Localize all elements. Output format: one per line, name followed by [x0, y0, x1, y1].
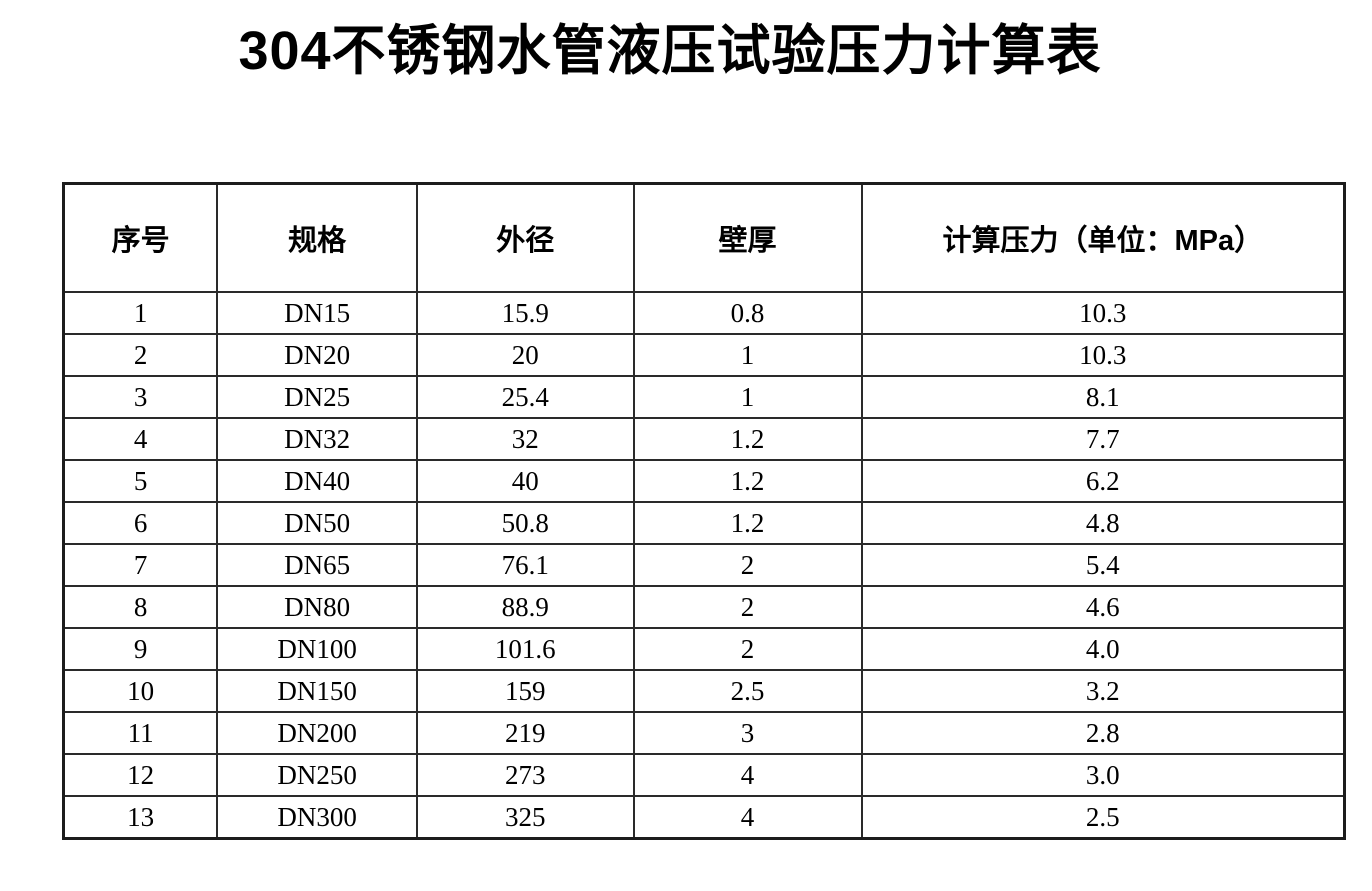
- table-cell: DN50: [216, 501, 419, 545]
- table-cell: DN65: [216, 543, 419, 587]
- table-cell: DN80: [216, 585, 419, 629]
- table-row: 7 DN65 76.1 2 5.4: [62, 543, 1346, 587]
- table-cell: 4: [632, 795, 863, 840]
- table-row: 10 DN150 159 2.5 3.2: [62, 669, 1346, 713]
- table-row: 1 DN15 15.9 0.8 10.3: [62, 291, 1346, 335]
- table-cell: 0.8: [632, 291, 863, 335]
- table-cell: 3: [62, 375, 219, 419]
- table-cell: 7.7: [860, 417, 1346, 461]
- table-cell: 1: [62, 291, 219, 335]
- table-cell: 9: [62, 627, 219, 671]
- table-cell: 3.2: [860, 669, 1346, 713]
- table-cell: 6: [62, 501, 219, 545]
- table-cell: 5: [62, 459, 219, 503]
- table-cell: 25.4: [416, 375, 635, 419]
- table-cell: DN300: [216, 795, 419, 840]
- table-cell: DN20: [216, 333, 419, 377]
- table-cell: DN25: [216, 375, 419, 419]
- table-row: 3 DN25 25.4 1 8.1: [62, 375, 1346, 419]
- table-cell: 2: [632, 627, 863, 671]
- table-cell: 1: [632, 333, 863, 377]
- table-cell: 50.8: [416, 501, 635, 545]
- table-cell: 273: [416, 753, 635, 797]
- column-header-index: 序号: [62, 182, 219, 293]
- pressure-calculation-table: 序号 规格 外径 壁厚 计算压力（单位：MPa） 1 DN15 15.9 0.8 10.…: [62, 182, 1346, 840]
- table-cell: 10.3: [860, 291, 1346, 335]
- table-row: 13 DN300 325 4 2.5: [62, 795, 1346, 840]
- table-cell: DN250: [216, 753, 419, 797]
- table-cell: 32: [416, 417, 635, 461]
- table-row: 2 DN20 20 1 10.3: [62, 333, 1346, 377]
- table-cell: DN32: [216, 417, 419, 461]
- table-cell: 159: [416, 669, 635, 713]
- table-cell: 2: [632, 543, 863, 587]
- table-row: 5 DN40 40 1.2 6.2: [62, 459, 1346, 503]
- table-cell: 8.1: [860, 375, 1346, 419]
- table-cell: 8: [62, 585, 219, 629]
- table-cell: 10.3: [860, 333, 1346, 377]
- column-header-calculated-pressure: 计算压力（单位：MPa）: [860, 182, 1346, 293]
- table-row: 4 DN32 32 1.2 7.7: [62, 417, 1346, 461]
- table-cell: 12: [62, 753, 219, 797]
- table-cell: 2: [62, 333, 219, 377]
- table-body: 1 DN15 15.9 0.8 10.3 2 DN20 20 1 10.3 3 DN25 25.4 1 8.…: [62, 291, 1346, 840]
- table-cell: 7: [62, 543, 219, 587]
- table-cell: 76.1: [416, 543, 635, 587]
- table-cell: DN100: [216, 627, 419, 671]
- table-cell: 1.2: [632, 417, 863, 461]
- table-cell: 15.9: [416, 291, 635, 335]
- table-cell: 4.8: [860, 501, 1346, 545]
- table-cell: 219: [416, 711, 635, 755]
- table-cell: 1: [632, 375, 863, 419]
- table-cell: 11: [62, 711, 219, 755]
- table-cell: 2.5: [632, 669, 863, 713]
- table-cell: 2.5: [860, 795, 1346, 840]
- table-row: 8 DN80 88.9 2 4.6: [62, 585, 1346, 629]
- table-cell: 88.9: [416, 585, 635, 629]
- table-cell: 40: [416, 459, 635, 503]
- table-cell: 2: [632, 585, 863, 629]
- table-cell: 1.2: [632, 501, 863, 545]
- table-header: 序号 规格 外径 壁厚 计算压力（单位：MPa）: [62, 182, 1346, 293]
- table-cell: 4: [62, 417, 219, 461]
- table-cell: 4.0: [860, 627, 1346, 671]
- table-cell: 6.2: [860, 459, 1346, 503]
- column-header-outer-diameter: 外径: [416, 182, 635, 293]
- table-cell: DN200: [216, 711, 419, 755]
- table-cell: 13: [62, 795, 219, 840]
- table-cell: 5.4: [860, 543, 1346, 587]
- table-cell: 4.6: [860, 585, 1346, 629]
- table-cell: 4: [632, 753, 863, 797]
- table-cell: 10: [62, 669, 219, 713]
- table-row: 12 DN250 273 4 3.0: [62, 753, 1346, 797]
- table-header-row: 序号 规格 外径 壁厚 计算压力（单位：MPa）: [62, 182, 1346, 293]
- table-cell: 20: [416, 333, 635, 377]
- table-cell: 1.2: [632, 459, 863, 503]
- table-cell: 101.6: [416, 627, 635, 671]
- table-cell: 3: [632, 711, 863, 755]
- column-header-spec: 规格: [216, 182, 419, 293]
- table-cell: 3.0: [860, 753, 1346, 797]
- table-cell: 325: [416, 795, 635, 840]
- table-cell: DN40: [216, 459, 419, 503]
- column-header-wall-thickness: 壁厚: [632, 182, 863, 293]
- page-title: 304不锈钢水管液压试验压力计算表: [238, 21, 1102, 81]
- table-row: 11 DN200 219 3 2.8: [62, 711, 1346, 755]
- table-row: 9 DN100 101.6 2 4.0: [62, 627, 1346, 671]
- table-cell: 2.8: [860, 711, 1346, 755]
- table-row: 6 DN50 50.8 1.2 4.8: [62, 501, 1346, 545]
- pressure-table-container: 序号 规格 外径 壁厚 计算压力（单位：MPa） 1 DN15 15.9 0.8 10.…: [62, 182, 1346, 840]
- table-cell: DN15: [216, 291, 419, 335]
- table-cell: DN150: [216, 669, 419, 713]
